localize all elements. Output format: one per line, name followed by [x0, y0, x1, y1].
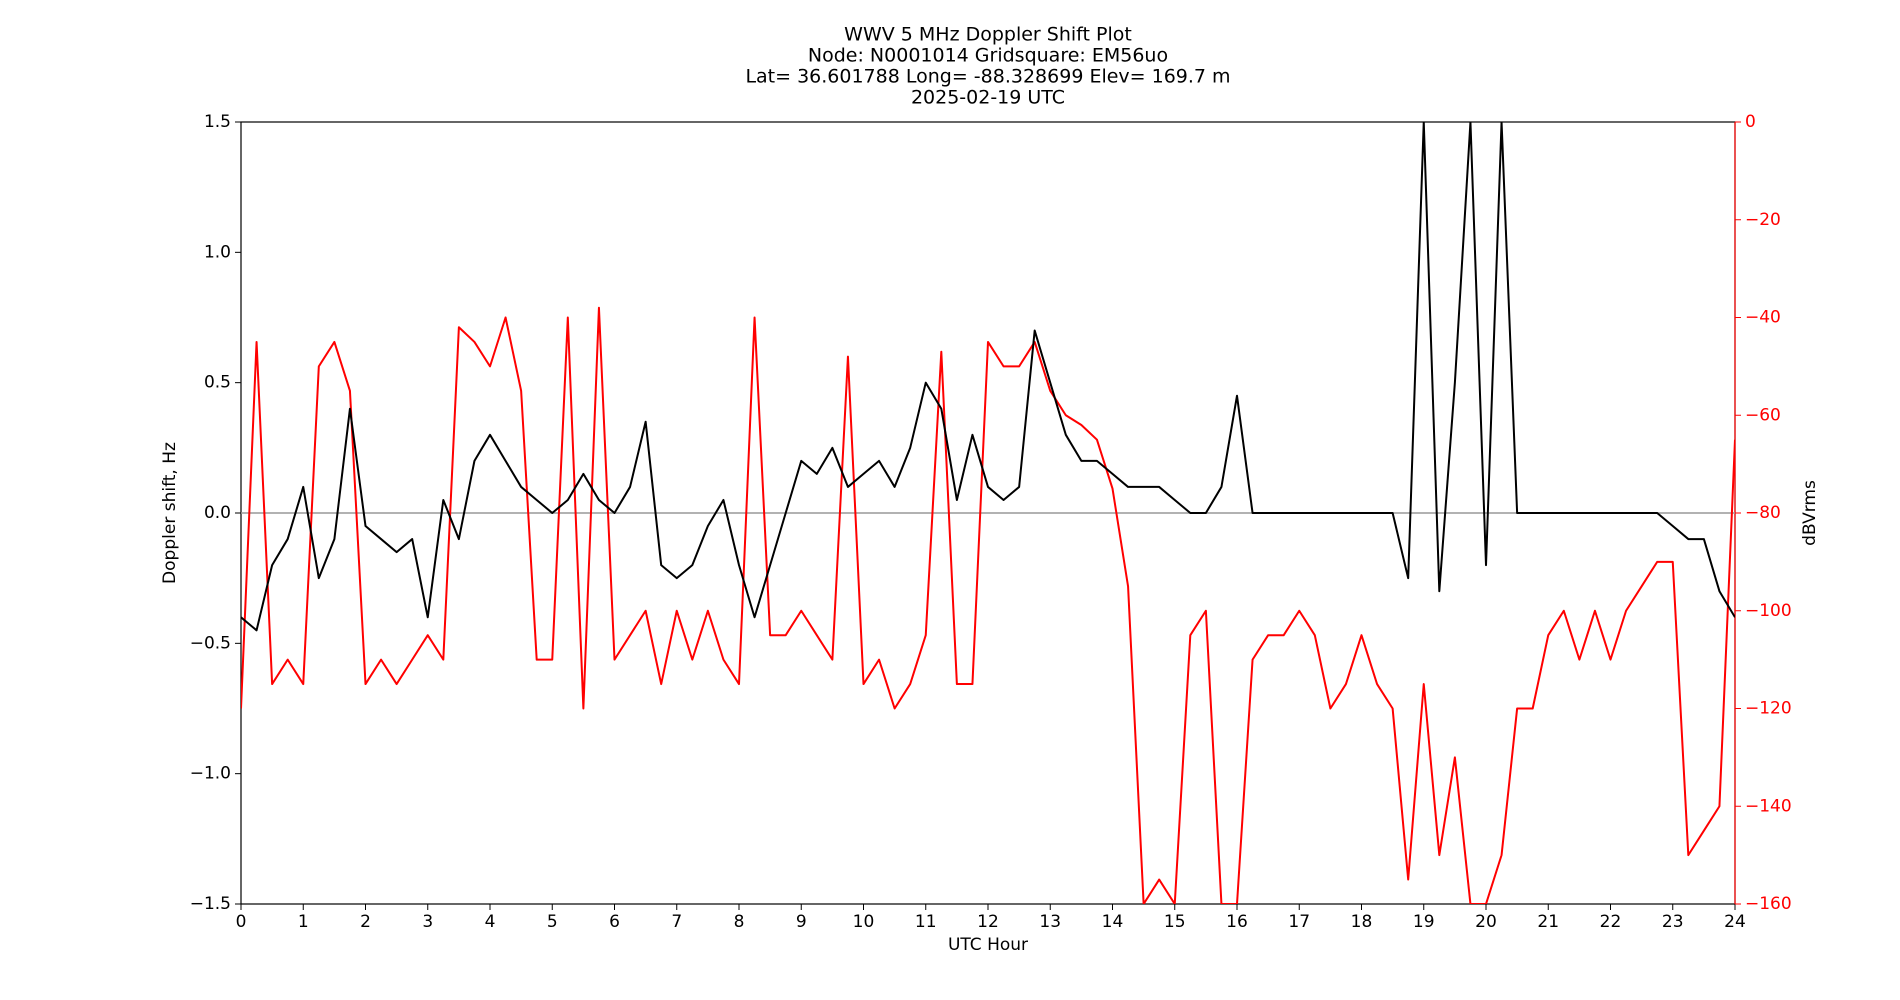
- data-line: [241, 122, 1735, 632]
- y-tick-label: 1.0: [204, 242, 231, 262]
- x-tick-label: 16: [1226, 912, 1248, 932]
- y-tick-label: 1.5: [204, 112, 231, 132]
- y2-tick-label: −100: [1745, 601, 1792, 621]
- x-tick-label: 22: [1600, 912, 1622, 932]
- y2-tick-label: −40: [1745, 308, 1781, 328]
- x-tick-label: 14: [1102, 912, 1124, 932]
- y2-tick-label: −120: [1745, 699, 1792, 719]
- plot-area: [241, 122, 1735, 904]
- x-tick-label: 19: [1413, 912, 1435, 932]
- x-tick-label: 13: [1039, 912, 1061, 932]
- x-tick-label: 10: [853, 912, 875, 932]
- y2-tick-label: −60: [1745, 405, 1781, 425]
- x-tick-label: 11: [915, 912, 937, 932]
- y2-tick-label: 0: [1745, 112, 1756, 132]
- x-tick-label: 2: [360, 912, 371, 932]
- x-tick-label: 20: [1475, 912, 1497, 932]
- x-tick-label: 23: [1662, 912, 1684, 932]
- data-line: [241, 306, 1735, 904]
- y-tick-label: −0.5: [190, 633, 231, 653]
- x-tick-label: 24: [1724, 912, 1746, 932]
- chart-title: 2025-02-19 UTC: [911, 87, 1065, 109]
- y2-axis-label: dBVrms: [1800, 480, 1820, 546]
- y-axis-label: Doppler shift, Hz: [160, 442, 180, 584]
- x-tick-label: 0: [236, 912, 247, 932]
- x-tick-label: 6: [609, 912, 620, 932]
- x-tick-label: 18: [1351, 912, 1373, 932]
- y2-tick-label: −160: [1745, 894, 1792, 914]
- x-tick-label: 17: [1288, 912, 1310, 932]
- x-tick-label: 8: [734, 912, 745, 932]
- y2-tick-label: −80: [1745, 503, 1781, 523]
- x-tick-label: 21: [1537, 912, 1559, 932]
- x-tick-label: 3: [422, 912, 433, 932]
- chart-title: Node: N0001014 Gridsquare: EM56uo: [808, 45, 1168, 67]
- y2-tick-label: −20: [1745, 210, 1781, 230]
- chart-title: WWV 5 MHz Doppler Shift Plot: [844, 24, 1132, 46]
- x-tick-label: 1: [298, 912, 309, 932]
- x-tick-label: 5: [547, 912, 558, 932]
- x-tick-label: 7: [671, 912, 682, 932]
- y-tick-label: 0.0: [204, 503, 231, 523]
- x-tick-label: 4: [485, 912, 496, 932]
- x-axis-label: UTC Hour: [948, 935, 1028, 955]
- y-tick-label: −1.5: [190, 894, 231, 914]
- x-tick-label: 15: [1164, 912, 1186, 932]
- y2-tick-label: −140: [1745, 796, 1792, 816]
- x-tick-label: 9: [796, 912, 807, 932]
- chart-title: Lat= 36.601788 Long= -88.328699 Elev= 16…: [745, 66, 1230, 88]
- y-tick-label: −1.0: [190, 764, 231, 784]
- x-tick-label: 12: [977, 912, 999, 932]
- y-tick-label: 0.5: [204, 373, 231, 393]
